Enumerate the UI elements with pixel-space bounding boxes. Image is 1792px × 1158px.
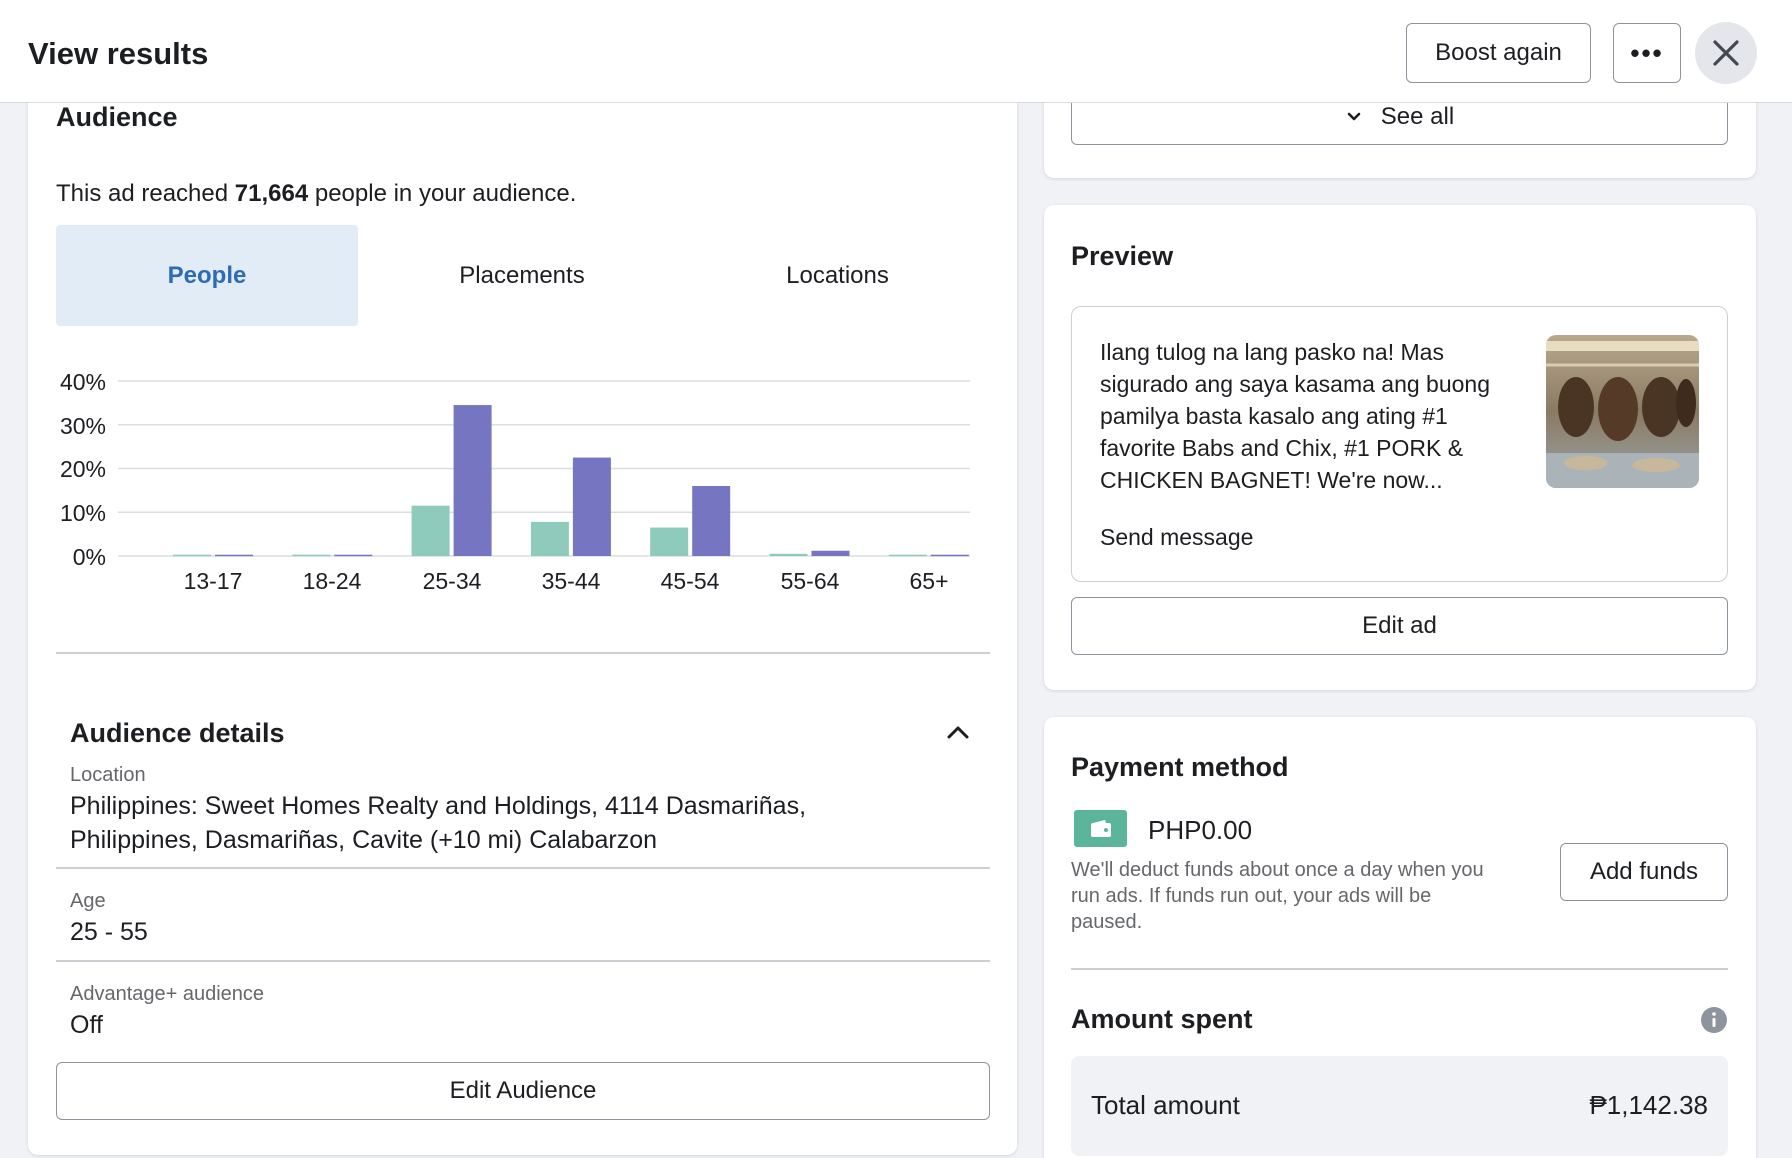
send-message-cta[interactable]: Send message xyxy=(1100,524,1254,550)
chart-bar[interactable] xyxy=(930,554,969,557)
y-tick-label: 10% xyxy=(59,500,106,526)
chart-bar[interactable] xyxy=(173,554,211,557)
audience-details-title: Audience details xyxy=(70,718,285,748)
ad-text-line: Ilang tulog na lang pasko na! Mas xyxy=(1100,339,1444,365)
reach-count: 71,664 xyxy=(234,180,309,207)
boost-again-button[interactable]: Boost again xyxy=(1406,23,1591,83)
ad-preview-text: Ilang tulog na lang pasko na! Mas sigura… xyxy=(1100,336,1540,496)
reach-summary: This ad reached 71,664 people in your au… xyxy=(56,180,576,208)
section-divider xyxy=(56,652,990,654)
y-tick-label: 30% xyxy=(59,413,106,439)
info-icon[interactable] xyxy=(1700,1006,1728,1039)
location-label: Location xyxy=(70,764,146,786)
tab-placements[interactable]: Placements xyxy=(459,261,585,289)
edit-audience-button[interactable]: Edit Audience xyxy=(56,1062,990,1120)
see-all-label: See all xyxy=(1380,103,1455,130)
y-tick-label: 0% xyxy=(72,544,106,570)
chart-bar[interactable] xyxy=(888,554,927,557)
x-tick-label: 65+ xyxy=(909,568,949,594)
reach-suffix: people in your audience. xyxy=(308,180,577,207)
chart-bar[interactable] xyxy=(215,554,253,557)
ad-preview[interactable] xyxy=(1071,306,1728,582)
chart-bar[interactable] xyxy=(811,550,850,556)
close-icon xyxy=(1713,40,1739,66)
close-button[interactable] xyxy=(1695,22,1757,84)
ad-text-line: pamilya basta kasalo ang ating #1 xyxy=(1100,403,1448,429)
age-label: Age xyxy=(70,890,106,912)
chart-bar[interactable] xyxy=(411,505,450,556)
collapse-chevron-icon[interactable] xyxy=(946,722,970,747)
ad-thumbnail-image xyxy=(1546,335,1699,488)
reach-prefix: This ad reached xyxy=(56,180,235,207)
payment-note-line: paused. xyxy=(1071,911,1143,933)
add-funds-button[interactable]: Add funds xyxy=(1560,843,1728,901)
balance-value: PHP0.00 xyxy=(1148,815,1253,845)
chart-bar[interactable] xyxy=(334,554,373,557)
chart-bar[interactable] xyxy=(453,405,492,556)
location-value-line1: Philippines: Sweet Homes Realty and Hold… xyxy=(70,792,807,820)
y-tick-label: 20% xyxy=(59,456,106,482)
x-tick-label: 55-64 xyxy=(780,568,840,594)
edit-ad-button[interactable]: Edit ad xyxy=(1071,597,1728,655)
chart-bar[interactable] xyxy=(292,554,331,557)
payment-method-title: Payment method xyxy=(1071,752,1289,782)
more-options-button[interactable]: ••• xyxy=(1613,23,1681,83)
ad-text-line: sigurado ang saya kasama ang buong xyxy=(1100,371,1491,397)
dialog-header: View results Boost again ••• xyxy=(0,0,1792,103)
total-amount-label: Total amount xyxy=(1091,1090,1240,1120)
payment-note-line: We'll deduct funds about once a day when… xyxy=(1071,859,1484,881)
ad-text-line: CHICKEN BAGNET! We're now... xyxy=(1100,467,1443,493)
x-tick-label: 35-44 xyxy=(541,568,601,594)
y-tick-label: 40% xyxy=(59,369,106,395)
section-divider xyxy=(1071,968,1728,970)
ad-text-line: favorite Babs and Chix, #1 PORK & xyxy=(1100,435,1464,461)
advantage-audience-label: Advantage+ audience xyxy=(70,983,265,1005)
x-tick-label: 13-17 xyxy=(183,568,243,594)
dialog-title: View results xyxy=(28,36,209,71)
audience-title: Audience xyxy=(56,102,178,132)
payment-note: We'll deduct funds about once a day when… xyxy=(1071,857,1541,935)
chart-bar[interactable] xyxy=(769,553,808,556)
x-tick-label: 45-54 xyxy=(660,568,720,594)
chart-bar[interactable] xyxy=(530,521,569,556)
advantage-audience-value: Off xyxy=(70,1011,103,1039)
amount-spent-title: Amount spent xyxy=(1071,1004,1253,1034)
payment-note-line: run ads. If funds run out, your ads will… xyxy=(1071,885,1432,907)
x-tick-label: 18-24 xyxy=(302,568,362,594)
total-amount-box: Total amount ₱1,142.38 xyxy=(1071,1056,1728,1156)
chart-bar[interactable] xyxy=(572,457,611,556)
chevron-down-icon xyxy=(1347,112,1361,121)
preview-title: Preview xyxy=(1071,241,1174,271)
chart-bar[interactable] xyxy=(692,486,731,556)
total-amount-value: ₱1,142.38 xyxy=(1589,1090,1708,1120)
tab-people[interactable]: People xyxy=(56,225,358,326)
section-divider xyxy=(56,960,990,962)
section-divider xyxy=(56,867,990,869)
tab-locations[interactable]: Locations xyxy=(786,261,889,289)
wallet-icon xyxy=(1074,810,1127,847)
location-value-line2: Philippines, Dasmariñas, Cavite (+10 mi)… xyxy=(70,826,658,854)
chart-bar[interactable] xyxy=(650,527,689,556)
x-tick-label: 25-34 xyxy=(422,568,482,594)
age-value: 25 - 55 xyxy=(70,918,148,946)
